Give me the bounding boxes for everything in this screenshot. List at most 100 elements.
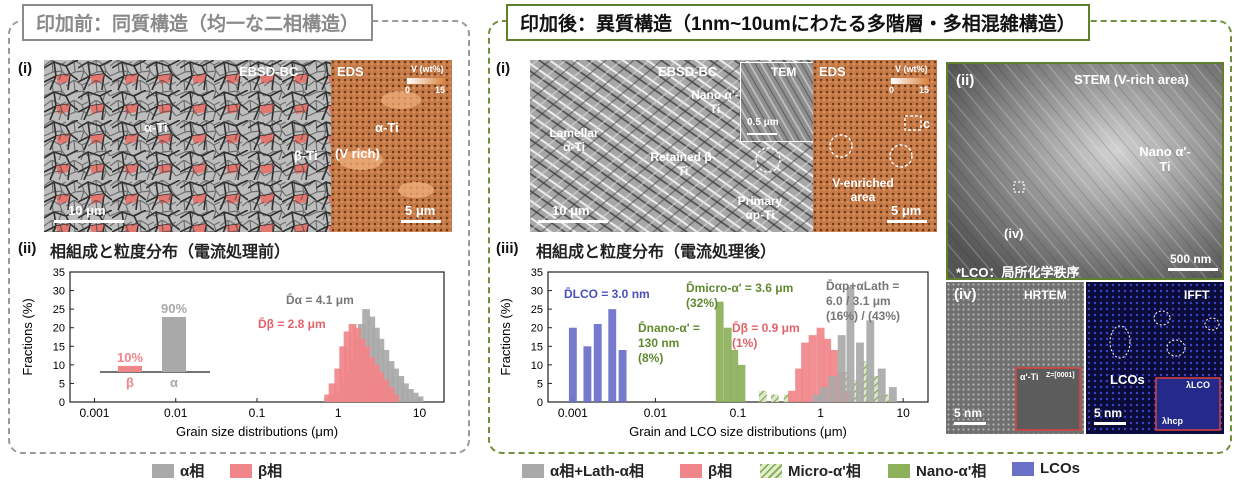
legend-label: Nano-α'相 — [916, 463, 987, 480]
scale-10um-right-label: 10 μm — [552, 203, 590, 218]
bar--lath- — [877, 368, 886, 402]
eds-map: EDS V (wt%) 0 15 α-Ti (V rich) 5 μm — [331, 60, 452, 232]
bar-lcos — [593, 324, 602, 402]
x-axis-label: Grain size distributions (μm) — [176, 424, 338, 439]
chart-annotation: D̄β = 0.9 μm — [732, 321, 800, 335]
right-panel-i-tag: (i) — [496, 60, 511, 77]
x-tick-label: 0.01 — [164, 406, 188, 420]
y-tick-label: 0 — [59, 397, 65, 409]
bar-- — [381, 379, 390, 402]
bar-- — [381, 350, 390, 402]
bar--lath- — [828, 376, 837, 402]
right-panel-iii-title: 相組成と粒度分布（電流処理後） — [536, 244, 777, 261]
bar-lcos — [568, 327, 577, 402]
bar-- — [386, 361, 395, 402]
legend-item: Nano-α'相 — [888, 460, 986, 481]
stem-label: STEM (V-rich area) — [1074, 72, 1189, 87]
chart-annotation: D̄micro-α' = 3.6 μm — [686, 281, 793, 295]
inset-value-label: 10% — [117, 350, 143, 365]
bar-lcos — [618, 350, 627, 402]
eds-map-right: EDS V (wt%) 0 15 c V-enriched area 5 μm — [813, 60, 937, 232]
x-tick-label: 0.01 — [644, 406, 668, 420]
retained-label: Retained β-Ti — [650, 150, 716, 178]
bar--lath- — [856, 342, 864, 402]
bar--lath- — [837, 335, 846, 402]
ifft-texture — [1086, 282, 1224, 434]
x-tick-label: 0.1 — [730, 406, 747, 420]
eds-label: EDS — [337, 64, 364, 79]
x-tick-label: 10 — [413, 406, 427, 420]
eds-max-right: 15 — [919, 85, 930, 95]
bar-lcos — [608, 309, 617, 402]
y-tick-label: 35 — [53, 267, 65, 279]
legend-swatch — [230, 463, 252, 478]
right-heading: 印加後：異質構造（1nm~10umにわたる多階層・多相混雑構造） — [506, 4, 1090, 41]
hrtem-texture — [946, 282, 1084, 434]
legend-item: β相 — [680, 460, 732, 481]
x-tick-label: 1 — [335, 406, 342, 420]
bar-- — [343, 331, 352, 402]
stem-iv-label: (iv) — [1004, 226, 1024, 241]
y-axis-label: Fractions (%) — [20, 298, 35, 375]
nano-alpha-label: Nano α'-Ti — [691, 88, 739, 116]
inset-category-label: α — [170, 375, 178, 390]
bar-- — [405, 389, 414, 402]
bar-- — [367, 357, 376, 402]
left-heading: 印加前：同質構造（均一な二相構造） — [22, 4, 374, 41]
bar-- — [362, 346, 370, 402]
lcos-label: LCOs — [1110, 372, 1145, 387]
hrtem-image: (iv) HRTEM α'-Ti Z=[0001] 5 nm — [946, 282, 1084, 434]
ebsd-bc-label-right: EBSD-BC — [658, 64, 718, 79]
bar-- — [823, 338, 832, 402]
legend-swatch — [1012, 461, 1034, 476]
scale-bar-5um — [401, 220, 441, 223]
y-tick-label: 15 — [53, 341, 65, 353]
legend-label: LCOs — [1040, 460, 1081, 477]
stem-scale-bar — [1168, 268, 1218, 271]
bar-- — [339, 346, 348, 402]
scale-bar-10um-right — [538, 220, 608, 223]
hrtem-scale-label: 5 nm — [954, 406, 983, 420]
bar-- — [415, 396, 424, 402]
bar-- — [808, 335, 817, 402]
tem-inset: TEM 0.5 μm — [740, 62, 814, 142]
grain-network — [44, 60, 331, 232]
right-panel-iii-tag: (iii) — [496, 240, 519, 257]
x-tick-label: 0.001 — [558, 406, 588, 420]
hrtem-scale-bar — [954, 422, 986, 425]
beta-ti-label: β-Ti — [294, 148, 318, 163]
ifft-image: IFFT LCOs λLCO λhcp 5 nm — [1086, 282, 1224, 434]
legend-label: α相+Lath-α相 — [550, 463, 644, 480]
chart-annotation: (16%) / (43%) — [826, 309, 900, 323]
ebsd-bc-label: EBSD-BC — [239, 64, 299, 79]
eds-colorbar-right — [891, 78, 929, 84]
scale-5um-right-label: 5 μm — [891, 203, 922, 218]
bar-- — [357, 338, 366, 402]
chart-annotation: 130 nm — [638, 336, 679, 350]
y-tick-label: 0 — [537, 397, 543, 409]
bar-- — [376, 338, 385, 402]
lco-note: *LCO：局所化学秩序 — [956, 265, 1080, 280]
right-chart: 0 5 10 15 20 25 30 35 0.001 0.01 0.1 1 10 Grain and L… — [498, 267, 929, 439]
x-tick-label: 0.1 — [249, 406, 266, 420]
lambda-lco-label: λLCO — [1186, 380, 1211, 390]
alpha-prime-label: α'-Ti — [1020, 372, 1039, 382]
tem-texture — [741, 63, 813, 141]
bar-- — [386, 387, 395, 402]
inset-category-label: β — [126, 375, 134, 390]
x-tick-label: 10 — [896, 406, 910, 420]
chart-annotation: (32%) — [686, 296, 718, 310]
lamellar-label: Lamellar α-Ti — [549, 126, 599, 154]
hrtem-panel-iv-tag: (iv) — [954, 286, 977, 303]
bar-- — [353, 327, 361, 402]
bar-nano- — [737, 364, 746, 402]
bar-- — [801, 342, 810, 402]
v-enriched-label: V-enriched area — [832, 176, 894, 204]
zone-label: Z=[0001] — [1046, 372, 1075, 379]
scale-10um-label: 10 μm — [68, 203, 106, 218]
legend-label: α相 — [180, 463, 205, 480]
bar-micro- — [870, 376, 879, 402]
bar--lath- — [866, 320, 875, 402]
legend-item: α相+Lath-α相 — [522, 460, 644, 481]
legend-swatch — [522, 463, 544, 478]
